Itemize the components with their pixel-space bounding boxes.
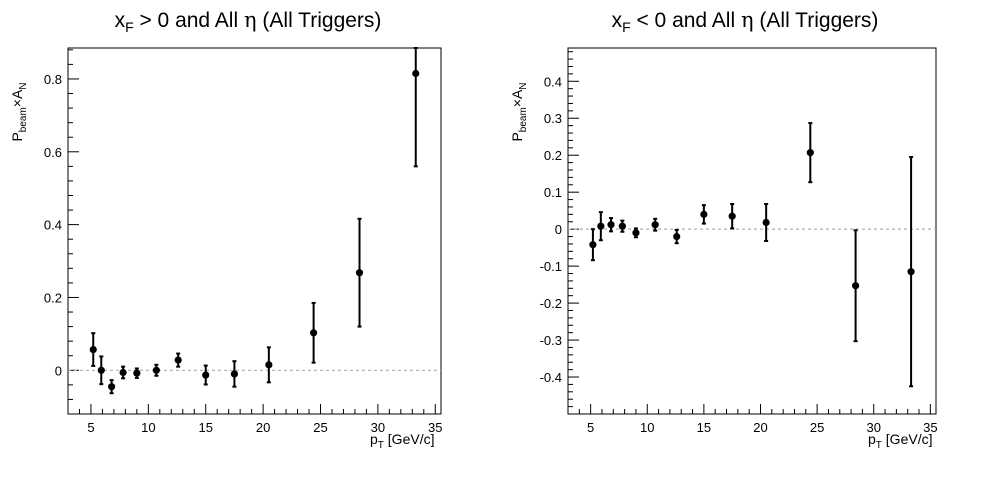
data-point [618, 222, 626, 230]
data-point [700, 210, 708, 218]
data-point [806, 149, 814, 157]
y-axis-label-times-a: ×A [509, 89, 525, 107]
chart-title: xF > 0 and All η (All Triggers) [115, 8, 382, 35]
title-x: x [612, 9, 623, 32]
plot-frame [567, 47, 937, 415]
data-point [265, 361, 273, 369]
data-point [589, 241, 597, 249]
title-x: x [115, 9, 126, 32]
y-axis-label-beam: beam [18, 107, 29, 132]
x-axis-label: pT [GeV/c] [868, 431, 932, 451]
data-point [852, 282, 860, 290]
y-tick-label: 0.3 [544, 111, 562, 126]
x-tick-label: 10 [640, 420, 654, 435]
data-point [310, 329, 318, 337]
x-tick-label: 10 [141, 420, 155, 435]
y-tick-label: -0.1 [540, 259, 562, 274]
y-tick-label: 0.2 [544, 148, 562, 163]
x-tick-label: 30 [371, 420, 385, 435]
data-point [607, 221, 615, 229]
data-point [632, 229, 640, 237]
x-axis-label-subscript: T [378, 440, 384, 451]
title-eta: η [244, 8, 257, 32]
data-point [597, 222, 605, 230]
x-tick-label: 35 [428, 420, 442, 435]
x-tick-label: 35 [923, 420, 937, 435]
data-point [174, 356, 182, 364]
x-axis-label-p: p [868, 431, 876, 447]
title-condition: > 0 and All [134, 9, 244, 32]
data-point [202, 371, 210, 379]
data-point [97, 366, 105, 374]
x-tick-label: 25 [313, 420, 327, 435]
title-suffix: (All Triggers) [257, 9, 382, 32]
x-tick-label: 15 [697, 420, 711, 435]
x-tick-label: 30 [866, 420, 880, 435]
plot-panel-1: xF > 0 and All η (All Triggers) 5 10 15 20 25… [9, 8, 442, 451]
x-tick-label: 20 [256, 420, 270, 435]
plot-panel-2: xF < 0 and All η (All Triggers) 5 10 15 20 25… [509, 8, 938, 451]
title-x-subscript: F [622, 19, 631, 35]
data-point [673, 232, 681, 241]
data-point [133, 369, 141, 377]
data-point [355, 269, 364, 277]
data-point [152, 366, 160, 374]
y-axis-label-n: N [518, 82, 529, 89]
data-point [412, 69, 420, 78]
y-tick-label: 0.4 [544, 74, 562, 89]
y-axis-label: Pbeam×AN [509, 82, 529, 141]
x-tick-label: 5 [587, 420, 594, 435]
y-axis-label-times-a: ×A [9, 89, 25, 107]
title-eta: η [741, 8, 754, 32]
x-tick-label: 20 [753, 420, 767, 435]
x-axis-label: pT [GeV/c] [370, 431, 434, 451]
y-axis-label-beam: beam [518, 107, 529, 132]
data-point [108, 383, 116, 391]
data-point [89, 345, 97, 354]
y-tick-label: -0.3 [540, 333, 562, 348]
y-axis-label-p: P [509, 132, 525, 141]
y-axis-label-n: N [18, 82, 29, 89]
title-x-subscript: F [125, 19, 134, 35]
y-tick-label: -0.4 [540, 370, 562, 385]
data-point [762, 218, 770, 227]
chart-title: xF < 0 and All η (All Triggers) [612, 8, 879, 35]
y-tick-label: 0.6 [44, 145, 62, 160]
data-point [230, 370, 239, 378]
x-tick-label: 5 [87, 420, 94, 435]
x-axis-label-subscript: T [876, 440, 882, 451]
x-tick-label: 15 [198, 420, 212, 435]
data-point [907, 268, 915, 276]
data-point [728, 212, 736, 220]
x-axis-label-unit: [GeV/c] [384, 431, 435, 447]
data-point [651, 221, 659, 229]
y-tick-label: 0.1 [544, 185, 562, 200]
plot-frame [67, 47, 442, 415]
y-tick-label: 0.4 [44, 218, 62, 233]
title-suffix: (All Triggers) [754, 9, 879, 32]
y-tick-label: 0 [555, 222, 562, 237]
y-axis-label: Pbeam×AN [9, 82, 29, 141]
y-tick-label: 0.8 [44, 72, 62, 87]
x-axis-label-unit: [GeV/c] [882, 431, 933, 447]
y-tick-label: 0 [55, 363, 62, 378]
x-axis-label-p: p [370, 431, 378, 447]
y-tick-label: 0.2 [44, 290, 62, 305]
data-point [119, 368, 127, 377]
title-condition: < 0 and All [631, 9, 741, 32]
y-axis-label-p: P [9, 132, 25, 141]
y-tick-label: -0.2 [540, 296, 562, 311]
x-tick-label: 25 [810, 420, 824, 435]
